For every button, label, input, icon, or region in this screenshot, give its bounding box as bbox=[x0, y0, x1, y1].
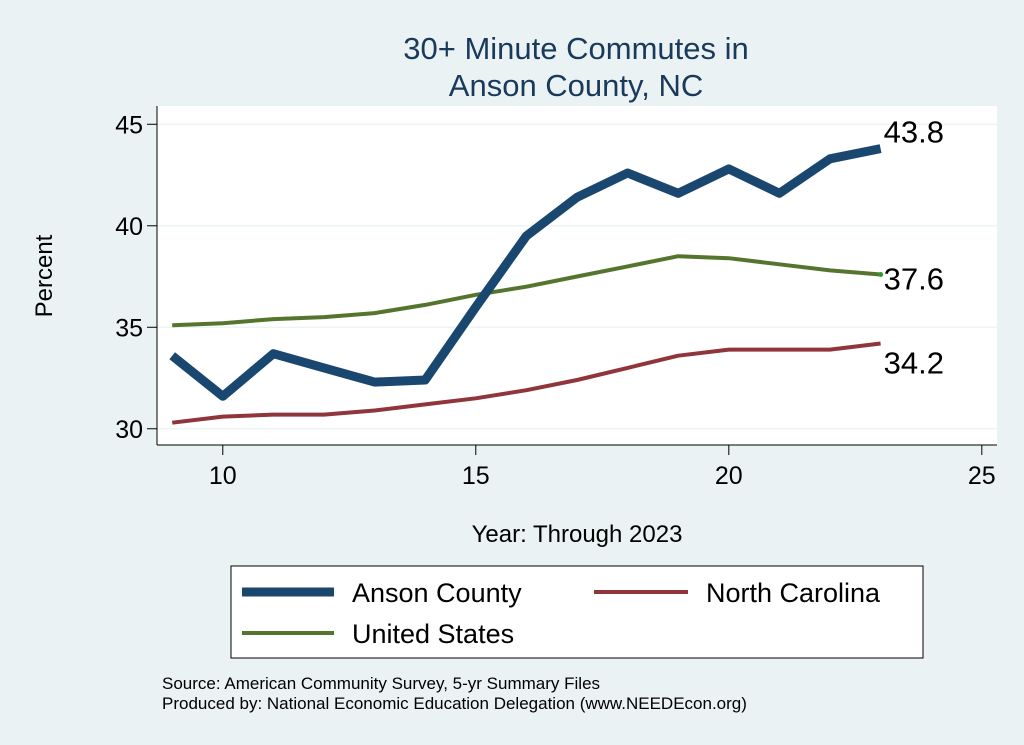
y-tick-label-35: 35 bbox=[115, 314, 143, 342]
series-line-north-carolina bbox=[171, 341, 881, 425]
chart-title-line-1: 30+ Minute Commutes in bbox=[403, 31, 748, 66]
y-tick-label-45: 45 bbox=[115, 111, 143, 139]
legend: Anson County North Carolina United State… bbox=[230, 565, 924, 659]
x-axis-title: Year: Through 2023 bbox=[472, 521, 683, 548]
y-axis-title: Percent bbox=[31, 234, 58, 317]
x-tick-label-20: 20 bbox=[715, 462, 743, 490]
legend-label-north-carolina: North Carolina bbox=[706, 578, 881, 608]
chart-title-line-2: Anson County, NC bbox=[449, 68, 703, 103]
end-labels: 43.8 34.2 37.6 bbox=[878, 115, 944, 381]
end-label-anson-county: 43.8 bbox=[884, 115, 944, 150]
y-tick-label-40: 40 bbox=[115, 213, 143, 241]
end-label-north-carolina: 34.2 bbox=[884, 346, 944, 381]
end-marker-united-states bbox=[878, 271, 884, 277]
source-note: Source: American Community Survey, 5-yr … bbox=[162, 674, 600, 693]
legend-box bbox=[230, 565, 924, 659]
x-tick-label-15: 15 bbox=[462, 462, 490, 490]
producer-note: Produced by: National Economic Education… bbox=[162, 694, 747, 713]
end-label-united-states: 37.6 bbox=[884, 261, 944, 296]
x-axis-ticks: 10 15 20 25 bbox=[209, 445, 996, 490]
y-tick-label-30: 30 bbox=[115, 416, 143, 444]
series-lines bbox=[169, 144, 882, 425]
x-tick-label-25: 25 bbox=[968, 462, 996, 490]
gridlines bbox=[157, 123, 997, 430]
legend-label-anson-county: Anson County bbox=[352, 578, 522, 608]
x-tick-label-10: 10 bbox=[209, 462, 237, 490]
legend-label-united-states: United States bbox=[352, 619, 514, 649]
y-axis-ticks: 30 35 40 45 bbox=[115, 111, 157, 444]
series-line-anson-county bbox=[169, 144, 882, 401]
series-line-united-states bbox=[172, 254, 881, 328]
